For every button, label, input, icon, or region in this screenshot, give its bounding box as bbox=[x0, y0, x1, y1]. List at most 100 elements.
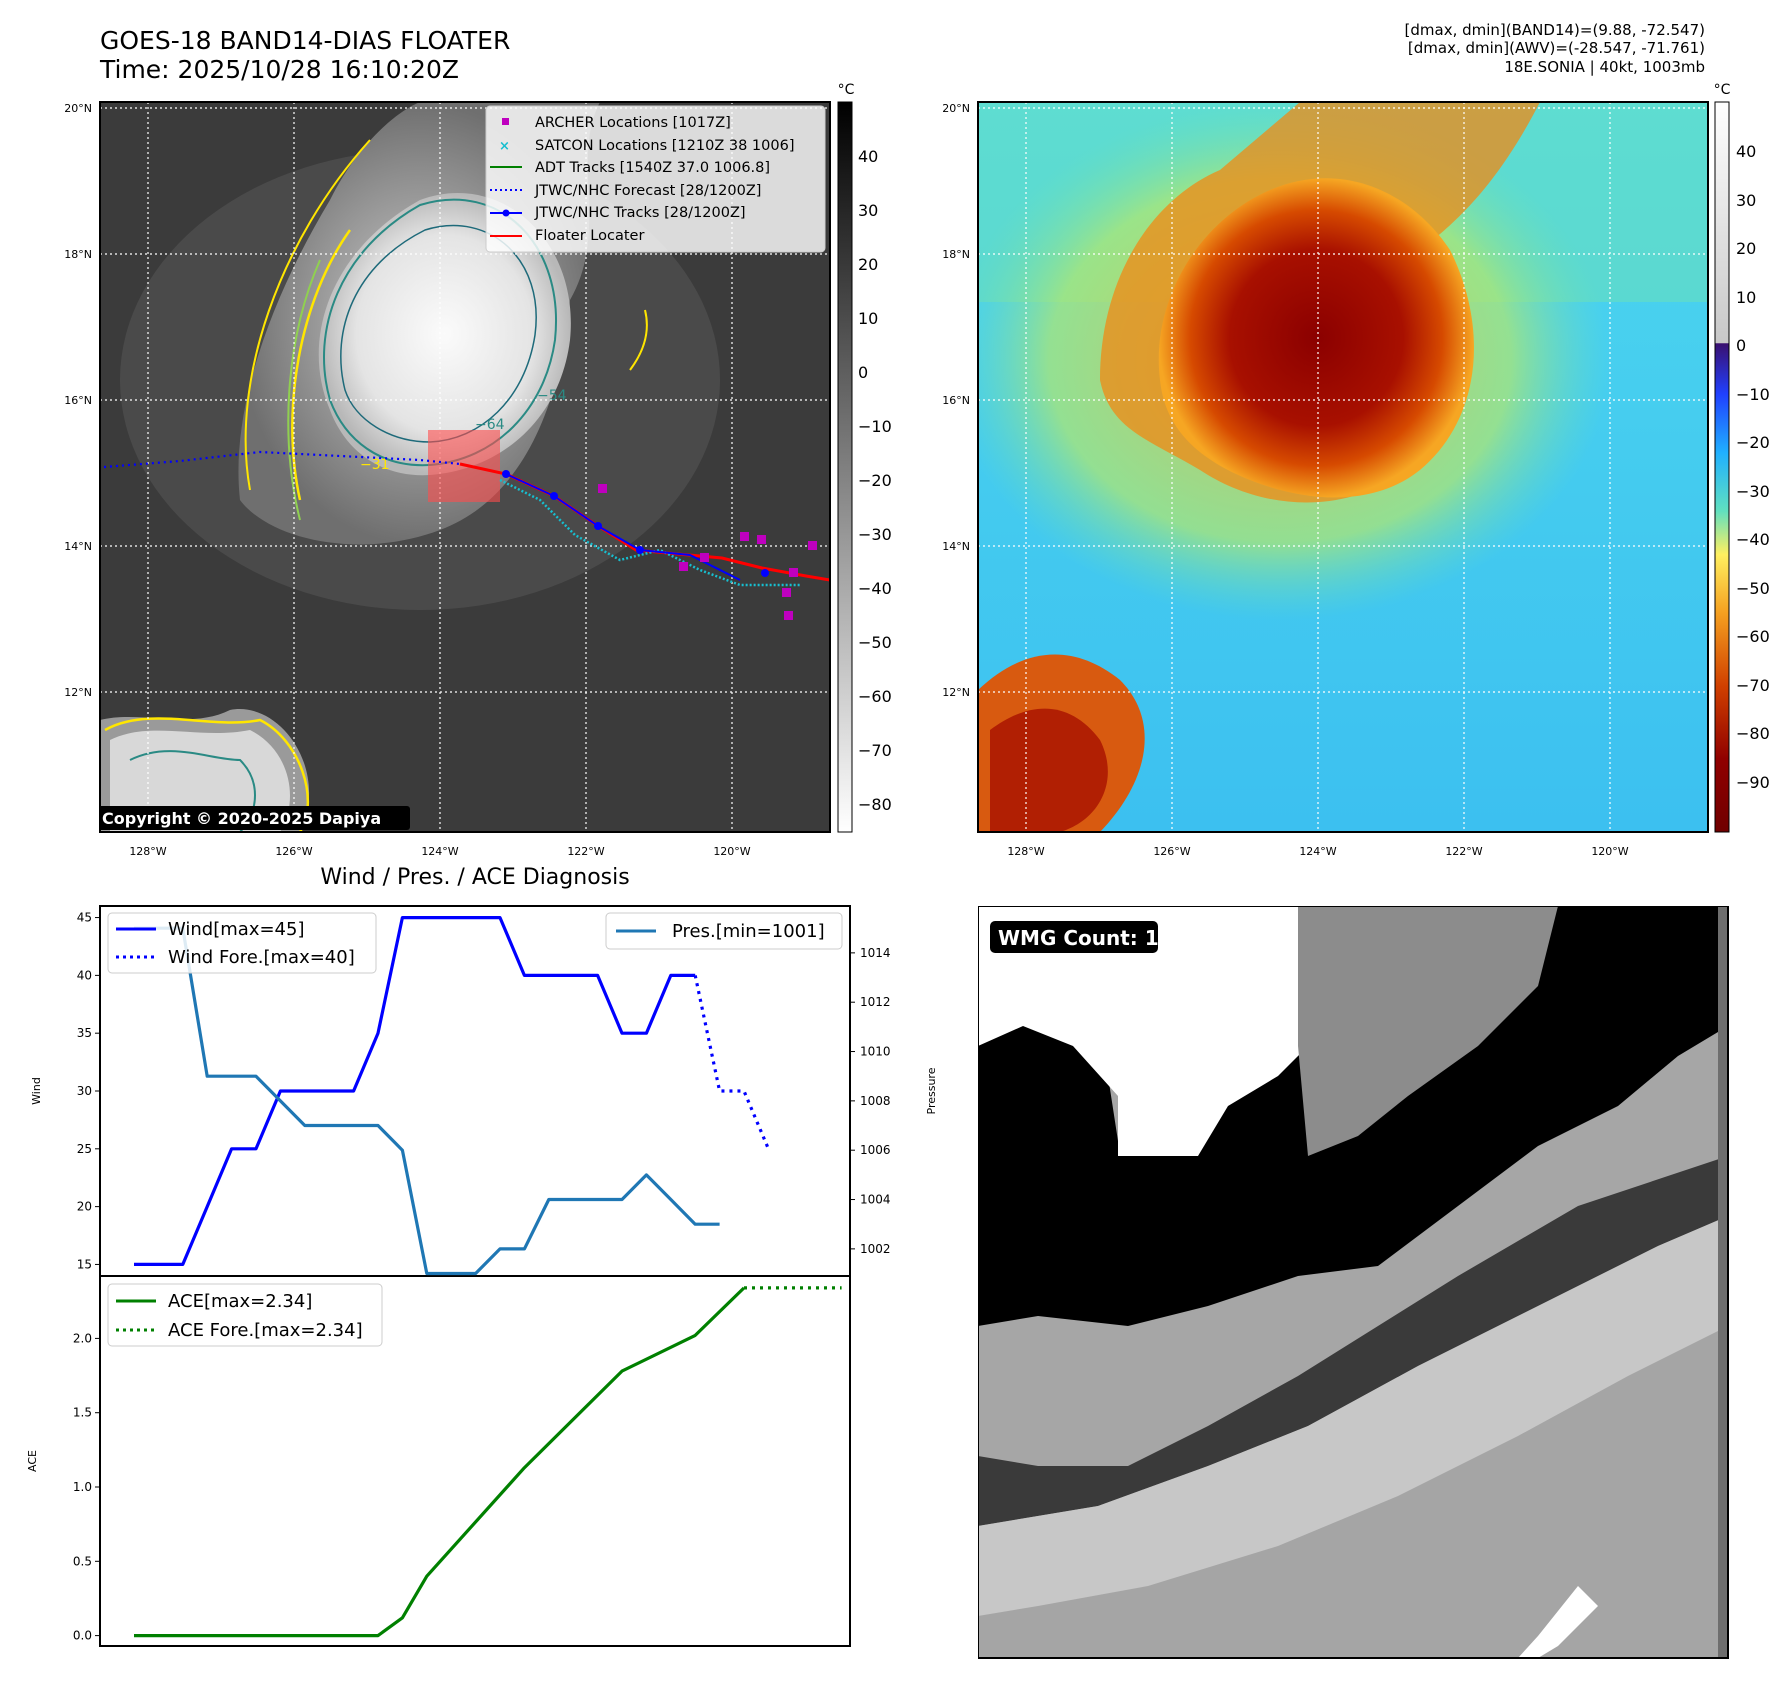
svg-text:−80: −80 bbox=[1736, 724, 1770, 743]
wind-tick-label: 45 bbox=[77, 911, 92, 925]
pressure-tick-label: 1002 bbox=[860, 1242, 891, 1256]
figure-title: GOES-18 BAND14-DIAS FLOATER bbox=[100, 26, 511, 55]
ace-tick-label: 1.0 bbox=[73, 1480, 92, 1494]
pressure-tick-label: 1008 bbox=[860, 1094, 891, 1108]
svg-text:10: 10 bbox=[858, 309, 878, 328]
ace-tick-label: 0.5 bbox=[73, 1554, 92, 1568]
ace-axes bbox=[99, 1275, 851, 1647]
wind-tick-label: 40 bbox=[77, 968, 92, 982]
svg-text:−30: −30 bbox=[858, 525, 892, 544]
ace-axis-label: ACE bbox=[26, 1450, 39, 1472]
ir-legend: ARCHER Locations [1017Z] × SATCON Locati… bbox=[485, 105, 826, 253]
svg-text:128°W: 128°W bbox=[1007, 845, 1044, 858]
svg-text:−10: −10 bbox=[1736, 385, 1770, 404]
svg-text:−20: −20 bbox=[1736, 433, 1770, 452]
ir-lat-ticks: 20°N 18°N 16°N 14°N 12°N bbox=[64, 102, 92, 699]
svg-text:Wind[max=45]: Wind[max=45] bbox=[168, 919, 305, 940]
pressure-tick-label: 1010 bbox=[860, 1045, 891, 1059]
svg-text:0: 0 bbox=[1736, 336, 1746, 355]
pressure-tick-label: 1004 bbox=[860, 1193, 891, 1207]
satcon-track bbox=[499, 478, 800, 587]
svg-text:124°W: 124°W bbox=[421, 845, 458, 858]
svg-text:40: 40 bbox=[858, 147, 878, 166]
svg-text:20: 20 bbox=[1736, 239, 1756, 258]
pressure-legend: Pres.[min=1001] bbox=[605, 912, 843, 950]
svg-text:−70: −70 bbox=[1736, 676, 1770, 695]
wind-axis-label: Wind bbox=[30, 1077, 43, 1105]
svg-text:JTWC/NHC Forecast [28/1200Z]: JTWC/NHC Forecast [28/1200Z] bbox=[534, 183, 761, 199]
svg-text:ARCHER Locations [1017Z]: ARCHER Locations [1017Z] bbox=[535, 115, 731, 131]
ir-panel: −31 −54 −64 Copyright © 2020-2025 Dapiya bbox=[64, 82, 892, 858]
ace-tick-label: 2.0 bbox=[73, 1331, 92, 1345]
pressure-tick-label: 1014 bbox=[860, 946, 891, 960]
svg-text:−54: −54 bbox=[537, 388, 567, 404]
awv-lat-ticks: 20°N 18°N 16°N 14°N 12°N bbox=[942, 102, 970, 699]
svg-text:20°N: 20°N bbox=[942, 102, 970, 115]
wmg-dark-band bbox=[978, 1156, 1728, 1526]
awv-colorbar-unit: °C bbox=[1714, 82, 1731, 98]
svg-text:−70: −70 bbox=[858, 741, 892, 760]
svg-text:Floater Locater: Floater Locater bbox=[535, 228, 644, 244]
wind-forecast-line bbox=[693, 975, 770, 1150]
jtwc-best-track bbox=[505, 473, 741, 581]
ir-colorbar bbox=[837, 101, 853, 833]
svg-text:40: 40 bbox=[1736, 142, 1756, 161]
ir-colorbar-ticks: 40 30 20 10 0 −10 −20 −30 −40 −50 −60 −7… bbox=[858, 147, 892, 814]
svg-text:ADT Tracks [1540Z 37.0 1006.8]: ADT Tracks [1540Z 37.0 1006.8] bbox=[535, 160, 770, 176]
svg-text:122°W: 122°W bbox=[567, 845, 604, 858]
pressure-tick-label: 1006 bbox=[860, 1143, 891, 1157]
svg-text:122°W: 122°W bbox=[1445, 845, 1482, 858]
svg-text:120°W: 120°W bbox=[1591, 845, 1628, 858]
svg-text:16°N: 16°N bbox=[942, 394, 970, 407]
awv-core bbox=[1158, 178, 1474, 498]
svg-text:14°N: 14°N bbox=[942, 540, 970, 553]
ace-tick-label: 1.5 bbox=[73, 1406, 92, 1420]
awv-panel: 20°N 18°N 16°N 14°N 12°N 128°W 126°W 124… bbox=[942, 82, 1770, 858]
wind-tick-label: 15 bbox=[77, 1257, 92, 1271]
pressure-axis-label: Pressure bbox=[925, 1067, 938, 1114]
svg-text:−20: −20 bbox=[858, 471, 892, 490]
svg-text:12°N: 12°N bbox=[64, 686, 92, 699]
svg-text:10: 10 bbox=[1736, 288, 1756, 307]
x-marker-icon: × bbox=[499, 139, 510, 154]
svg-text:−40: −40 bbox=[1736, 530, 1770, 549]
square-marker-icon bbox=[502, 118, 509, 125]
wmg-white-region bbox=[978, 906, 1338, 1156]
pressure-tick-label: 1012 bbox=[860, 995, 891, 1009]
svg-text:−64: −64 bbox=[475, 417, 505, 433]
svg-text:SATCON Locations [1210Z 38 100: SATCON Locations [1210Z 38 1006] bbox=[535, 138, 794, 154]
svg-text:16°N: 16°N bbox=[64, 394, 92, 407]
chart-title: Wind / Pres. / ACE Diagnosis bbox=[320, 865, 629, 890]
archer-markers bbox=[598, 484, 817, 620]
wind-tick-label: 30 bbox=[77, 1084, 92, 1098]
svg-text:18°N: 18°N bbox=[942, 248, 970, 261]
svg-text:128°W: 128°W bbox=[129, 845, 166, 858]
svg-text:12°N: 12°N bbox=[942, 686, 970, 699]
svg-text:126°W: 126°W bbox=[275, 845, 312, 858]
wind-legend: Wind[max=45] Wind Fore.[max=40] bbox=[107, 912, 377, 974]
ir-lon-ticks: 128°W 126°W 124°W 122°W 120°W bbox=[129, 845, 750, 858]
storm-info: 18E.SONIA | 40kt, 1003mb bbox=[1504, 58, 1705, 76]
line-dot-icon bbox=[502, 209, 510, 217]
wmg-badge bbox=[990, 921, 1158, 953]
svg-text:18°N: 18°N bbox=[64, 248, 92, 261]
svg-text:−31: −31 bbox=[360, 457, 390, 473]
awv-colorbar bbox=[1714, 101, 1730, 833]
svg-text:−30: −30 bbox=[1736, 482, 1770, 501]
pressure-series-line bbox=[134, 926, 720, 1276]
ace-series-line bbox=[134, 1286, 746, 1638]
svg-text:JTWC/NHC Tracks [28/1200Z]: JTWC/NHC Tracks [28/1200Z] bbox=[534, 205, 746, 221]
ace-tick-label: 0.0 bbox=[73, 1629, 92, 1643]
wind-tick-label: 25 bbox=[77, 1142, 92, 1156]
svg-text:30: 30 bbox=[858, 201, 878, 220]
svg-text:20: 20 bbox=[858, 255, 878, 274]
svg-text:Pres.[min=1001]: Pres.[min=1001] bbox=[672, 921, 825, 942]
svg-text:ACE[max=2.34]: ACE[max=2.34] bbox=[168, 1291, 312, 1312]
svg-text:−10: −10 bbox=[858, 417, 892, 436]
wind-tick-label: 35 bbox=[77, 1026, 92, 1040]
awv-gridlines bbox=[978, 102, 1708, 832]
svg-text:−50: −50 bbox=[1736, 579, 1770, 598]
svg-text:14°N: 14°N bbox=[64, 540, 92, 553]
svg-text:WMG Count: 10: WMG Count: 10 bbox=[998, 926, 1173, 950]
figure-time: Time: 2025/10/28 16:10:20Z bbox=[100, 55, 459, 84]
